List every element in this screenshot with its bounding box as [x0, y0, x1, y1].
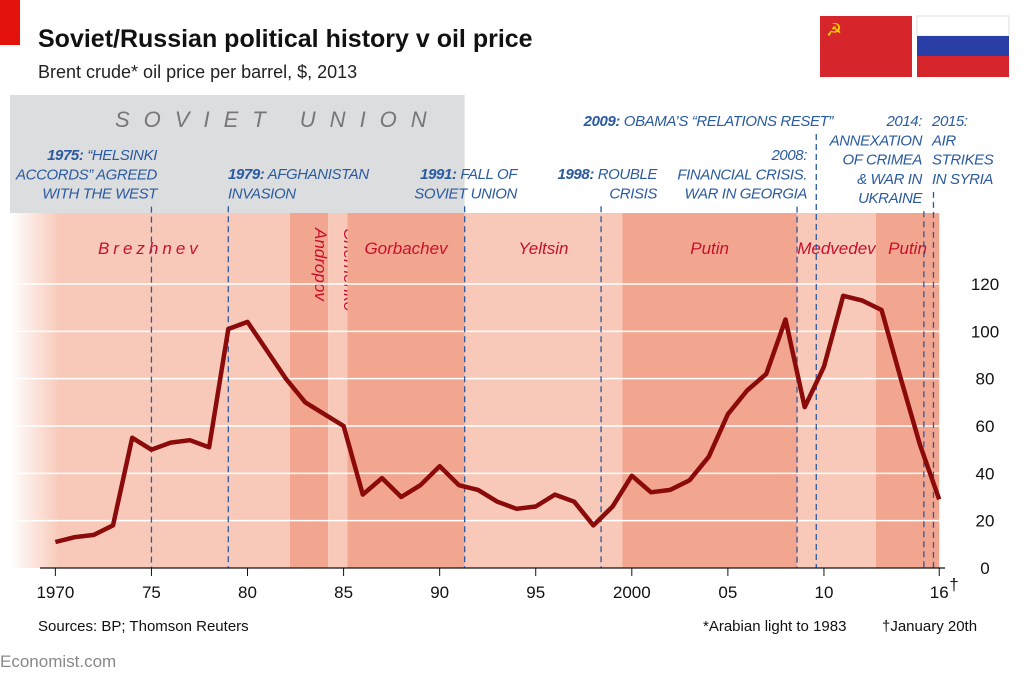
event-text: ACCORDS” AGREED [15, 166, 158, 183]
event-text: AIR [931, 132, 956, 149]
event-year: 2009: [583, 113, 621, 130]
event-line-text: OF CRIMEA [843, 152, 923, 169]
leader-band [464, 213, 623, 568]
event-year: 2014: [885, 113, 922, 130]
event-line-text: ROUBLE [598, 166, 659, 183]
x-tick-label: 2000 [613, 583, 651, 602]
event-text: INVASION [228, 185, 296, 202]
event-line-text: & WAR IN [857, 171, 922, 188]
event-line-text: FINANCIAL CRISIS. [677, 166, 807, 183]
event-line-text: OBAMA’S “RELATIONS RESET” [624, 113, 835, 130]
event-year: 1991: [420, 166, 457, 183]
x-tick-note: † [949, 575, 958, 594]
event-text: IN SYRIA [932, 171, 993, 188]
fade [10, 213, 60, 568]
event-line-text: AIR [931, 132, 956, 149]
event-text: CRISIS [609, 185, 657, 202]
event-line-text: SOVIET UNION [414, 185, 517, 202]
event-text: 1975: “HELSINKI [47, 147, 157, 164]
event-line-text: IN SYRIA [932, 171, 993, 188]
event-year: 1998: [558, 166, 595, 183]
event-line-text: INVASION [228, 185, 296, 202]
footnote: *Arabian light to 1983 [703, 618, 846, 635]
brand-bar [0, 0, 20, 45]
x-tick-label: 85 [334, 583, 353, 602]
event-line-text: AFGHANISTAN [267, 166, 370, 183]
x-tick-label: 10 [814, 583, 833, 602]
leader-name: Yeltsin [518, 239, 568, 258]
leader-band [622, 213, 798, 568]
leader-band [347, 213, 465, 568]
event-year: 2015: [931, 113, 968, 130]
x-tick-label: 90 [430, 583, 449, 602]
event-text: STRIKES [932, 152, 994, 169]
x-tick-label: 95 [526, 583, 545, 602]
chart-title: Soviet/Russian political history v oil p… [38, 25, 533, 53]
x-tick-label: 75 [142, 583, 161, 602]
source: Sources: BP; Thomson Reuters [38, 618, 249, 635]
event-line-text: FALL OF [460, 166, 518, 183]
svg-text:☭: ☭ [826, 20, 842, 40]
x-tick-label: 05 [718, 583, 737, 602]
x-tick-label: 80 [238, 583, 257, 602]
leader-name: Gorbachev [364, 239, 449, 258]
ussr-flag: ☭ [820, 16, 912, 77]
russia-flag [916, 15, 1010, 77]
event-text: OF CRIMEA [843, 152, 923, 169]
event-text: SOVIET UNION [414, 185, 517, 202]
event-year: 2008: [770, 147, 807, 164]
leader-band [875, 213, 940, 568]
y-tick-label: 80 [976, 370, 995, 389]
chart-subtitle: Brent crude* oil price per barrel, $, 20… [38, 62, 357, 82]
event-text: WITH THE WEST [42, 186, 159, 203]
leader-name: Brezhnev [98, 239, 202, 258]
x-tick-label: 16 [930, 583, 949, 602]
y-tick-label: 0 [980, 559, 989, 578]
event-text: 1979: AFGHANISTAN [228, 166, 369, 183]
event-year: 1979: [228, 166, 265, 183]
event-text: 2009: OBAMA’S “RELATIONS RESET” [583, 113, 835, 130]
event-line-text: WITH THE WEST [42, 186, 159, 203]
event-line-text: ACCORDS” AGREED [15, 166, 158, 183]
event-text: ANNEXATION [829, 132, 923, 149]
credit: Economist.com [0, 652, 116, 671]
y-tick-label: 120 [971, 275, 999, 294]
footnote: †January 20th [882, 618, 977, 635]
event-text: & WAR IN [857, 171, 922, 188]
event-line-text: ANNEXATION [829, 132, 923, 149]
event-text: 1991: FALL OF [420, 166, 518, 183]
leader-name: Andropov [311, 227, 330, 302]
leader-name: Medvedev [797, 239, 877, 258]
event-line-text: “HELSINKI [87, 147, 157, 164]
leader-name: Putin [690, 239, 729, 258]
x-tick-label: 1970 [36, 583, 74, 602]
event-line-text: STRIKES [932, 152, 994, 169]
y-tick-label: 40 [976, 464, 995, 483]
leader-name: Putin [888, 239, 927, 258]
y-tick-label: 100 [971, 322, 999, 341]
event-line-text: WAR IN GEORGIA [685, 186, 808, 203]
price-line [54, 293, 942, 545]
y-tick-label: 60 [976, 417, 995, 436]
event-text: FINANCIAL CRISIS. [677, 166, 807, 183]
soviet-union-band [10, 95, 465, 213]
event-line-text: CRISIS [609, 185, 657, 202]
event-text: WAR IN GEORGIA [685, 186, 808, 203]
event-year: 1975: [47, 147, 84, 164]
leader-band [797, 213, 876, 568]
soviet-union-label: SOVIET UNION [115, 107, 441, 132]
y-tick-label: 20 [976, 512, 995, 531]
event-line-text: UKRAINE [858, 190, 923, 207]
leader-band [328, 213, 348, 568]
event-text: 1998: ROUBLE [558, 166, 659, 183]
event-text: UKRAINE [858, 190, 923, 207]
